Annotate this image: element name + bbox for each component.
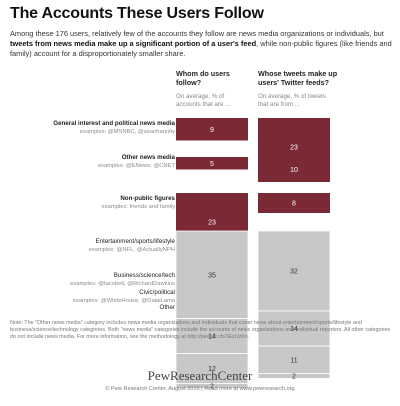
bar-value-label: 2 <box>210 384 214 391</box>
bar-value-label: 9 <box>210 127 214 134</box>
bar-value-label: 8 <box>292 201 296 208</box>
bar-value-label: 12 <box>208 366 216 373</box>
bar-follow-4 <box>175 318 249 354</box>
bar-feeds-3 <box>257 230 331 312</box>
bar-value-label: 14 <box>208 334 216 341</box>
category-label: Other news media <box>121 154 175 161</box>
bar-value-label: 14 <box>290 326 298 333</box>
bar-value-label: 5 <box>210 161 214 168</box>
column-subheading-follow: On average, % of accounts that are ... <box>176 93 231 108</box>
bar-value-label: 2 <box>292 374 296 381</box>
intro-emphasis: tweets from news media make up a signifi… <box>10 39 257 48</box>
intro-paragraph: Among these 176 users, relatively few of… <box>10 29 392 59</box>
category-label: Business/science/tech <box>113 272 175 279</box>
bar-value-label: 23 <box>208 219 216 226</box>
category-examples: examples: @ENews, @CNET <box>97 163 175 169</box>
category-label: Non-public figures <box>120 195 175 202</box>
category-examples: examples: friends and family <box>101 204 175 210</box>
bar-value-label: 11 <box>290 357 297 364</box>
bar-feeds-2 <box>258 193 330 213</box>
bar-feeds-5 <box>257 345 331 374</box>
column-heading-feeds: Whose tweets make up users' Twitter feed… <box>258 69 338 87</box>
category-label: General interest and political news medi… <box>53 120 175 127</box>
footer-credit: © Pew Research Center, August 2015 | Rea… <box>105 386 295 392</box>
bar-follow-5 <box>175 353 249 384</box>
page-title: The Accounts These Users Follow <box>10 5 264 22</box>
bar-value-label: 32 <box>290 269 298 276</box>
chart-note: Note: The "Other news media" category in… <box>10 320 391 340</box>
bar-feeds-6 <box>257 373 331 379</box>
category-examples: examples: @tacobell, @RichardDawkins <box>70 281 175 287</box>
bar-follow-1 <box>176 157 248 170</box>
category-examples: examples: @MSNBC, @seanhannity <box>79 129 175 135</box>
column-subheading-feeds: On average, % of tweets that are from ..… <box>258 93 326 108</box>
bar-value-label: 10 <box>290 167 298 174</box>
intro-text: Among these 176 users, relatively few of… <box>10 29 384 38</box>
column-heading-follow: Whom do users follow? <box>176 69 230 87</box>
category-label: Entertainment/sports/lifestyle <box>95 238 175 245</box>
category-label: Other <box>159 304 175 311</box>
bar-feeds-1 <box>258 157 330 182</box>
category-label: Civic/political <box>139 289 175 296</box>
category-examples: examples: @WhiteHouse, @DalaiLama <box>72 298 175 304</box>
pew-logo: PewResearchCenter <box>147 368 253 383</box>
category-examples: examples: @NFL, @ActuallyNPH <box>88 247 175 253</box>
bar-follow-6 <box>175 383 249 389</box>
bar-follow-3 <box>175 230 249 319</box>
intro-text-end: , while non-public figures (like friends… <box>10 39 392 58</box>
bar-follow-0 <box>176 118 248 141</box>
bar-feeds-4 <box>257 310 331 347</box>
bar-value-label: 35 <box>208 272 216 279</box>
bar-value-label: 23 <box>290 144 298 151</box>
